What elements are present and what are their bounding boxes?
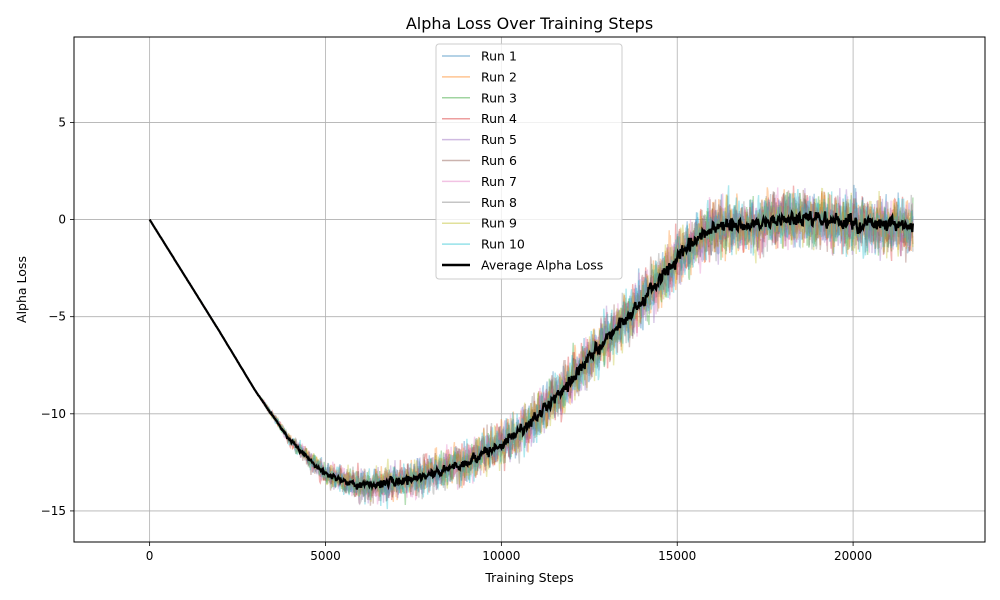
x-ticks: 0 5000 10000 15000 20000 — [146, 542, 872, 563]
series-line-average — [148, 209, 914, 492]
legend-label: Run 8 — [481, 195, 517, 210]
x-tick-label: 0 — [146, 549, 154, 563]
legend-label: Run 10 — [481, 237, 525, 252]
plot-frame — [73, 36, 986, 543]
y-axis-label: Alpha Loss — [14, 256, 29, 323]
x-tick-label: 5000 — [310, 549, 341, 563]
series-line-run-5 — [149, 188, 914, 504]
y-tick-label: −10 — [41, 407, 66, 421]
legend-label: Run 6 — [481, 153, 517, 168]
x-tick-label: 15000 — [658, 549, 696, 563]
y-ticks: −15 −10 −5 0 5 — [41, 115, 74, 518]
series-lines — [148, 184, 914, 510]
legend-label: Run 1 — [481, 49, 517, 64]
y-tick-label: −5 — [48, 310, 66, 324]
legend-label: Run 7 — [481, 174, 517, 189]
legend: Run 1 Run 2 Run 3 Run 4 Run 5 Run 6 Run 7 Run 8… — [435, 43, 623, 280]
legend-label: Run 9 — [481, 216, 517, 231]
y-tick-label: 5 — [58, 115, 66, 129]
y-tick-label: 0 — [58, 213, 66, 227]
x-tick-label: 10000 — [482, 549, 520, 563]
legend-label: Average Alpha Loss — [481, 258, 603, 273]
x-tick-label: 20000 — [834, 549, 872, 563]
y-tick-label: −15 — [41, 504, 66, 518]
legend-label: Run 3 — [481, 90, 517, 105]
legend-label: Run 5 — [481, 132, 517, 147]
legend-label: Run 4 — [481, 111, 517, 126]
legend-box — [435, 43, 623, 280]
x-axis-label: Training Steps — [484, 570, 573, 585]
legend-label: Run 2 — [481, 69, 517, 84]
chart-title: Alpha Loss Over Training Steps — [406, 14, 653, 33]
